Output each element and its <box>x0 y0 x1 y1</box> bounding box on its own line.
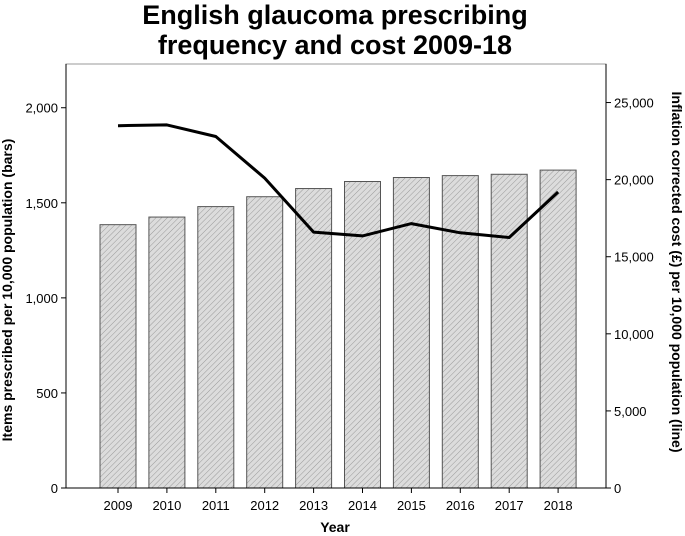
x-tick-label: 2014 <box>348 498 377 513</box>
x-tick-label: 2018 <box>544 498 573 513</box>
x-tick-label: 2012 <box>250 498 279 513</box>
x-tick-label: 2011 <box>202 498 230 513</box>
x-tick-label: 2010 <box>152 498 181 513</box>
x-tick-label: 2009 <box>104 498 133 513</box>
y2-tick-label: 25,000 <box>614 96 654 111</box>
y-tick-label: 0 <box>51 481 58 496</box>
bar-2018 <box>539 169 577 489</box>
chart-title-line-1: English glaucoma prescribing <box>142 0 528 30</box>
y-axis-label: Items prescribed per 10,000 population (… <box>0 139 15 442</box>
y-tick-label: 1,000 <box>25 291 58 306</box>
x-axis-label: Year <box>320 519 350 535</box>
bar-2011 <box>197 206 235 489</box>
bar-2010 <box>148 216 186 489</box>
x-tick-label: 2016 <box>446 498 475 513</box>
x-tick-label: 2013 <box>299 498 328 513</box>
y2-axis-label: Inflation corrected cost (£) per 10,000 … <box>669 92 685 453</box>
bar-2014 <box>344 181 381 489</box>
y2-tick-label: 0 <box>614 481 621 496</box>
plot-area: 0 500 1,000 1,500 2,000 0 5,000 10,000 15,000 20,… <box>25 63 654 513</box>
bar-2012 <box>246 196 284 489</box>
y2-tick-label: 15,000 <box>614 250 654 265</box>
y-tick-label: 2,000 <box>25 101 58 116</box>
x-tick-label: 2017 <box>495 498 524 513</box>
bar-2009 <box>99 224 137 489</box>
x-tick-label: 2015 <box>397 498 426 513</box>
y-tick-label: 1,500 <box>25 196 58 211</box>
y-tick-label: 500 <box>36 386 58 401</box>
y2-tick-label: 5,000 <box>614 404 647 419</box>
bar-2015 <box>392 177 430 489</box>
y2-tick-label: 10,000 <box>614 327 654 342</box>
bar-2017 <box>490 173 528 489</box>
y2-tick-label: 20,000 <box>614 173 654 188</box>
chart-title-line-2: frequency and cost 2009-18 <box>158 30 512 60</box>
cost-line <box>117 123 560 239</box>
bar-2016 <box>441 175 479 489</box>
